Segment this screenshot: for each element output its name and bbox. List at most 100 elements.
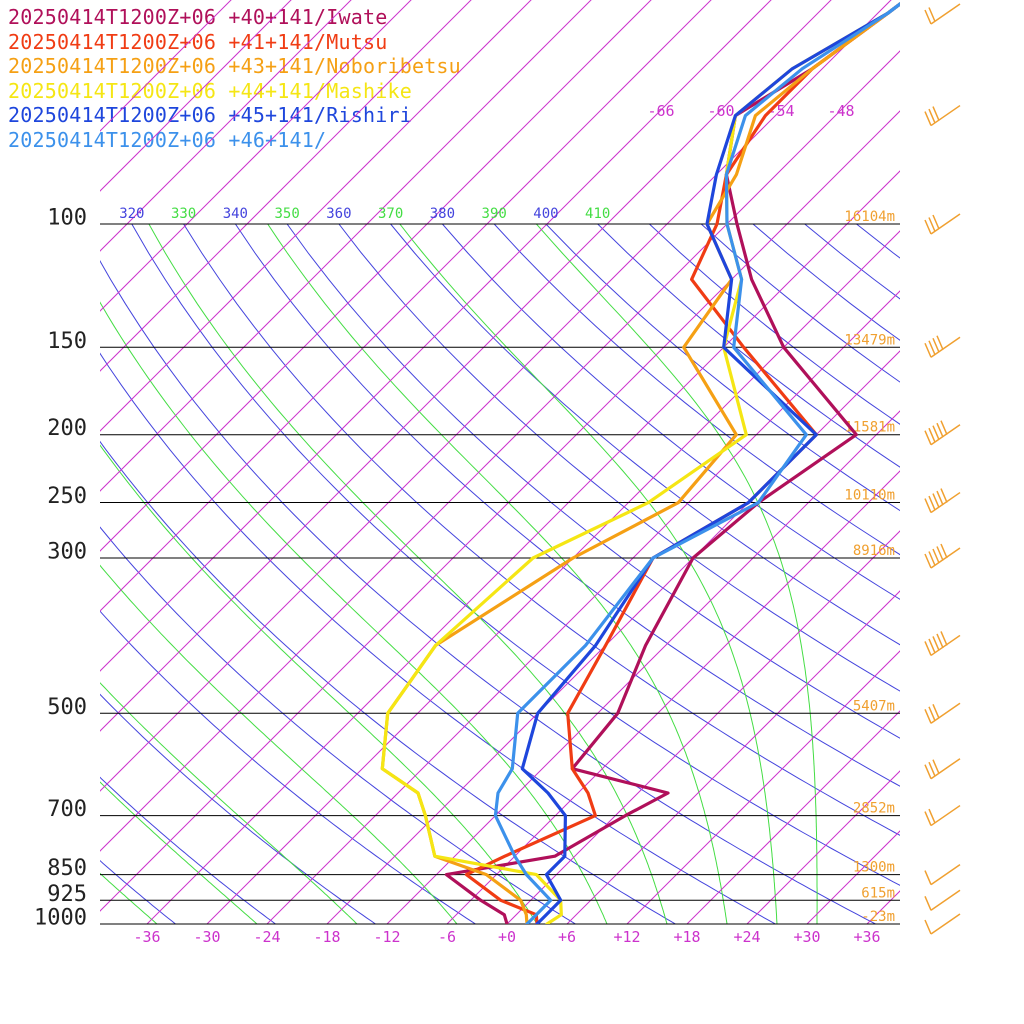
- wind-barb: [930, 913, 961, 935]
- wind-barb-flag: [928, 638, 936, 654]
- sounding-line: [380, 1, 900, 924]
- dry-adiabat: [804, 224, 900, 300]
- wind-barb: [930, 758, 961, 780]
- isotherm: [100, 0, 232, 132]
- wind-barb-flag: [928, 217, 936, 232]
- wind-barb-flag: [928, 108, 936, 124]
- temperature-tick-label: +30: [793, 928, 820, 946]
- theta-label: 360: [326, 206, 351, 222]
- pressure-label: 500: [47, 695, 87, 720]
- wind-barb-flag: [936, 546, 944, 561]
- temperature-tick-label: +18: [673, 928, 700, 946]
- wind-barb-flag: [928, 706, 936, 722]
- isotherm: [446, 470, 900, 924]
- wind-barb-flag: [936, 422, 944, 438]
- moist-adiabat: [100, 781, 258, 924]
- isotherm: [100, 0, 352, 252]
- isotherm: [206, 230, 900, 924]
- wind-barb-flag: [924, 919, 932, 935]
- pressure-label: 150: [47, 329, 87, 354]
- dry-adiabat: [908, 224, 1024, 924]
- isotherm: [146, 170, 900, 924]
- wind-barb: [930, 804, 961, 827]
- legend: 20250414T1200Z+06 +40+141/Iwate 20250414T…: [8, 5, 461, 152]
- wind-barb-flag: [928, 551, 936, 566]
- wind-barb: [930, 634, 961, 657]
- isotherm: [100, 0, 412, 312]
- wind-barb-flag: [940, 488, 948, 503]
- theta-label: 320: [119, 206, 144, 222]
- wind-barb: [930, 889, 961, 911]
- wind-barb-flag: [932, 636, 940, 651]
- temperature-tick-label: -36: [133, 928, 160, 946]
- isotherm: [566, 590, 900, 924]
- wind-barb: [930, 213, 961, 235]
- wind-barb-flag: [924, 342, 932, 358]
- wind-barb-flag: [940, 631, 948, 646]
- wind-barb-flag: [924, 498, 932, 513]
- wind-barb-flag: [924, 430, 932, 446]
- isotherm: [100, 110, 900, 912]
- dry-adiabat: [442, 224, 900, 600]
- pressure-label: 925: [47, 882, 87, 907]
- theta-label: 350: [274, 206, 299, 222]
- isotherm: [100, 0, 292, 192]
- wind-barb-flag: [924, 553, 932, 569]
- isotherm: [806, 830, 900, 924]
- wind-barb-flag: [932, 703, 940, 719]
- theta-label: 330: [171, 206, 196, 222]
- wind-barb-flag: [936, 633, 944, 649]
- wind-barb-flag: [932, 214, 940, 230]
- isotherm: [100, 0, 832, 732]
- wind-barb: [930, 336, 961, 358]
- wind-barb-flag: [932, 548, 940, 564]
- pressure-label: 300: [47, 539, 87, 564]
- isotherm: [326, 350, 900, 924]
- wind-barb-flag: [936, 490, 944, 506]
- temperature-tick-label: +6: [558, 928, 576, 946]
- height-label: 615m: [861, 885, 895, 901]
- wind-barb-flag: [932, 337, 940, 353]
- wind-barb-flag: [940, 543, 948, 559]
- theta-label: 400: [533, 206, 558, 222]
- moist-adiabats: [100, 224, 818, 924]
- axis-labels: 100 16104m 150 13479m 200 11581m 250 10110m 300 8…: [34, 102, 895, 946]
- isotherm-label: -60: [707, 102, 734, 120]
- pressure-label: 100: [47, 206, 87, 231]
- wind-barb-flag: [924, 896, 932, 911]
- dry-adiabat: [752, 224, 900, 341]
- temperature-tick-label: -18: [313, 928, 340, 946]
- wind-barb-flag: [928, 427, 936, 443]
- isotherm-label: -48: [827, 102, 854, 120]
- temperature-tick-label: -12: [373, 928, 400, 946]
- isotherm: [100, 0, 772, 672]
- isotherm: [100, 0, 592, 492]
- wind-barb-flag: [932, 425, 940, 441]
- wind-barb: [930, 3, 961, 25]
- pressure-label: 700: [47, 797, 87, 822]
- temperature-tick-label: -30: [193, 928, 220, 946]
- temperature-tick-label: -6: [438, 928, 456, 946]
- isobars: [100, 223, 900, 925]
- wind-barb: [930, 491, 961, 514]
- height-label: 11581m: [844, 420, 895, 436]
- legend-entry: 20250414T1200Z+06 +46+141/: [8, 127, 327, 152]
- wind-barb-flag: [924, 764, 932, 780]
- wind-barb-flag: [936, 335, 944, 351]
- wind-barb-flag: [928, 808, 936, 824]
- isotherm: [626, 650, 900, 924]
- theta-label: 390: [482, 206, 507, 222]
- temperature-tick-label: +0: [498, 928, 516, 946]
- wind-barb-flag: [924, 870, 932, 885]
- wind-barb-flag: [924, 9, 932, 25]
- pressure-label: 200: [47, 416, 87, 441]
- isotherm: [100, 0, 712, 612]
- isotherm: [386, 410, 900, 924]
- isotherm: [506, 530, 900, 924]
- sounding-line: [380, 1, 900, 924]
- isotherms: [100, 0, 900, 924]
- wind-barbs: [924, 3, 961, 935]
- temperature-tick-label: +36: [853, 928, 880, 946]
- pressure-label: 250: [47, 484, 87, 509]
